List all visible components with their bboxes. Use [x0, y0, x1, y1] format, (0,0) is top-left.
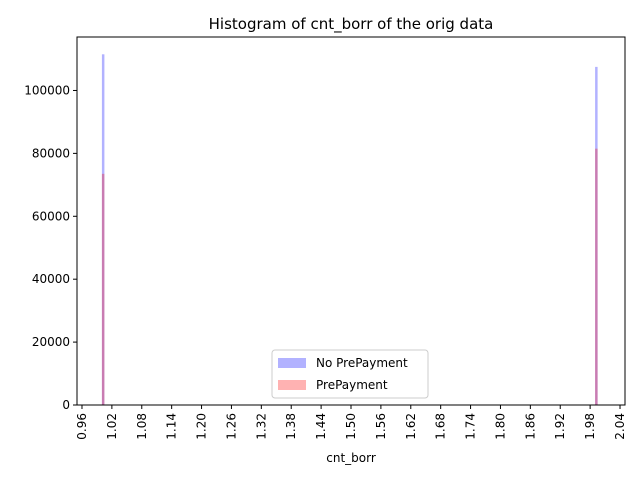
x-tick-label: 1.86	[523, 413, 537, 440]
x-tick-label: 1.62	[404, 413, 418, 440]
x-tick-label: 1.44	[314, 413, 328, 440]
histogram-bar	[595, 66, 598, 405]
x-tick-label: 1.08	[135, 413, 149, 440]
x-tick-label: 1.74	[464, 413, 478, 440]
x-tick-label: 1.68	[434, 413, 448, 440]
x-tick-label: 1.50	[344, 413, 358, 440]
legend: No PrePayment PrePayment	[271, 349, 429, 399]
legend-swatch	[278, 380, 306, 390]
y-tick-label: 20000	[32, 335, 70, 349]
x-tick-label: 1.02	[105, 413, 119, 440]
x-tick-label: 1.14	[165, 413, 179, 440]
legend-label: No PrePayment	[316, 356, 408, 370]
x-tick-label: 1.92	[553, 413, 567, 440]
x-tick-label: 1.38	[284, 413, 298, 440]
legend-swatch	[278, 358, 306, 368]
legend-label: PrePayment	[316, 378, 388, 392]
x-tick-label: 2.04	[613, 413, 627, 440]
x-tick-label: 1.98	[583, 413, 597, 440]
x-tick-label: 1.80	[493, 413, 507, 440]
y-tick-label: 100000	[24, 83, 70, 97]
histogram-bar	[595, 148, 598, 405]
legend-box	[271, 349, 429, 399]
y-tick-label: 0	[62, 398, 70, 412]
chart-title: Histogram of cnt_borr of the orig data	[209, 15, 494, 34]
x-axis-label: cnt_borr	[326, 451, 376, 465]
x-axis: 0.96 1.02 1.08 1.14 1.20 1.26 1.32 1.38 1.44 1.50…	[75, 405, 627, 440]
y-axis: 0 20000 40000 60000 80000 100000	[24, 83, 77, 412]
histogram-bar	[101, 54, 105, 406]
bars-layer	[101, 54, 598, 406]
y-tick-label: 60000	[32, 209, 70, 223]
y-tick-label: 80000	[32, 146, 70, 160]
y-tick-label: 40000	[32, 272, 70, 286]
x-tick-label: 1.26	[224, 413, 238, 440]
x-tick-label: 0.96	[75, 413, 89, 440]
x-tick-label: 1.56	[374, 413, 388, 440]
x-tick-label: 1.20	[195, 413, 209, 440]
x-tick-label: 1.32	[254, 413, 268, 440]
histogram-bar	[101, 173, 105, 405]
